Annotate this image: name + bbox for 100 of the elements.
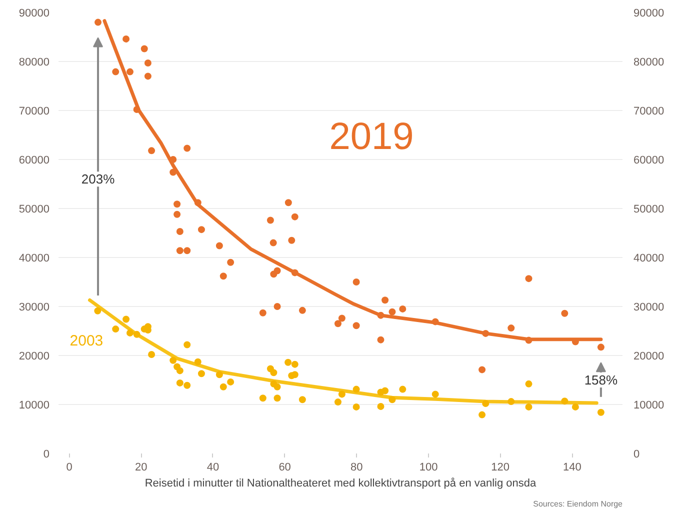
point bbox=[352, 278, 360, 286]
point bbox=[144, 59, 152, 66]
source-note: Sources: Eiendom Norge bbox=[533, 500, 624, 508]
y-tick-label: 0 bbox=[43, 448, 50, 460]
x-tick-label: 80 bbox=[350, 462, 363, 474]
y2-tick-label: 70000 bbox=[634, 106, 664, 118]
x-tick-label: 100 bbox=[419, 462, 438, 474]
annotation: 158% bbox=[584, 372, 618, 388]
point bbox=[274, 303, 281, 310]
point bbox=[298, 396, 306, 404]
point bbox=[176, 379, 184, 386]
y-tick-label: 40000 bbox=[18, 252, 50, 264]
y2-tick-label: 20000 bbox=[634, 350, 664, 362]
point bbox=[525, 403, 532, 410]
point bbox=[352, 322, 360, 330]
y-tick-label: 50000 bbox=[18, 204, 50, 216]
point bbox=[298, 306, 306, 314]
point bbox=[148, 351, 156, 358]
point bbox=[432, 390, 439, 398]
point bbox=[216, 242, 223, 250]
point bbox=[220, 272, 227, 280]
x-axis-title: Reisetid i minutter til Nationaltheateret med kollektivtransport på en vanlig onsda bbox=[144, 478, 538, 490]
point bbox=[572, 403, 579, 410]
y2-tick-label: 10000 bbox=[634, 400, 664, 412]
point bbox=[291, 360, 298, 368]
point bbox=[352, 403, 360, 410]
point bbox=[561, 310, 568, 317]
point bbox=[291, 371, 298, 378]
point bbox=[377, 336, 384, 344]
point bbox=[176, 247, 184, 254]
y2-tick-label: 0 bbox=[634, 448, 640, 460]
point bbox=[382, 296, 389, 304]
point bbox=[216, 371, 223, 378]
y-tick-label: 20000 bbox=[18, 350, 50, 362]
y-tick-label: 80000 bbox=[18, 56, 50, 68]
point bbox=[170, 156, 177, 163]
point bbox=[140, 45, 148, 52]
point bbox=[270, 369, 278, 376]
point bbox=[170, 356, 177, 364]
point bbox=[388, 308, 396, 316]
y2-tick-label: 90000 bbox=[634, 8, 664, 20]
point bbox=[227, 378, 234, 386]
x-tick-label: 40 bbox=[206, 462, 220, 474]
point bbox=[334, 320, 342, 328]
point bbox=[94, 18, 102, 26]
point bbox=[274, 383, 281, 390]
point bbox=[122, 35, 130, 42]
point bbox=[382, 387, 389, 394]
point bbox=[525, 275, 532, 282]
point bbox=[482, 400, 490, 408]
y-tick-label: 30000 bbox=[18, 302, 50, 314]
point bbox=[597, 408, 604, 416]
point bbox=[144, 72, 152, 80]
point bbox=[377, 402, 384, 410]
point bbox=[133, 106, 140, 114]
point bbox=[597, 344, 604, 351]
point bbox=[198, 226, 205, 234]
x-tick-label: 0 bbox=[66, 462, 72, 474]
point bbox=[270, 239, 277, 246]
point bbox=[432, 318, 439, 326]
point bbox=[352, 386, 360, 393]
point bbox=[148, 147, 156, 154]
point bbox=[170, 168, 177, 176]
y2-tick-label: 30000 bbox=[634, 302, 664, 314]
point bbox=[194, 199, 202, 206]
point bbox=[478, 366, 486, 374]
point bbox=[184, 382, 191, 389]
y-tick-label: 70000 bbox=[18, 106, 50, 118]
point bbox=[274, 267, 281, 274]
point bbox=[194, 358, 202, 366]
series-label: 2019 bbox=[329, 116, 414, 158]
point bbox=[338, 314, 346, 322]
y2-tick-label: 40000 bbox=[634, 252, 664, 264]
point bbox=[284, 199, 292, 206]
point bbox=[291, 269, 298, 276]
point bbox=[284, 358, 292, 366]
point bbox=[377, 312, 384, 319]
point bbox=[122, 316, 130, 323]
y2-tick-label: 80000 bbox=[634, 56, 664, 68]
point bbox=[399, 305, 406, 312]
point bbox=[259, 394, 266, 402]
point bbox=[126, 329, 134, 336]
point bbox=[508, 324, 515, 332]
point bbox=[334, 398, 342, 406]
point bbox=[227, 258, 234, 266]
annotation: 203% bbox=[81, 172, 116, 187]
point bbox=[388, 396, 396, 404]
point bbox=[525, 336, 532, 344]
point bbox=[174, 200, 181, 208]
point bbox=[561, 398, 568, 405]
point bbox=[126, 68, 134, 76]
x-tick-label: 60 bbox=[278, 462, 291, 474]
point bbox=[508, 398, 515, 406]
y2-tick-label: 50000 bbox=[634, 204, 664, 216]
point bbox=[94, 307, 102, 314]
point bbox=[266, 216, 274, 224]
point bbox=[133, 330, 140, 338]
point bbox=[112, 68, 120, 76]
x-tick-label: 140 bbox=[563, 462, 582, 474]
point bbox=[176, 228, 184, 236]
